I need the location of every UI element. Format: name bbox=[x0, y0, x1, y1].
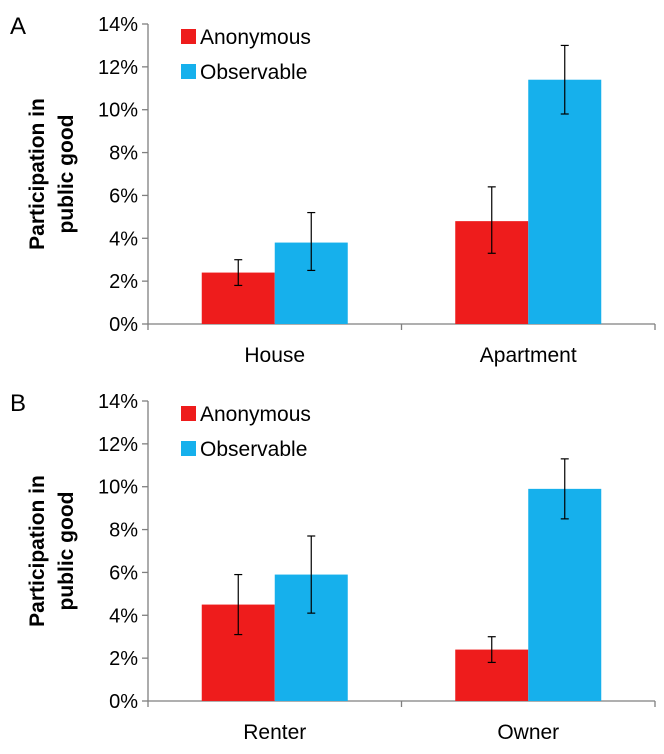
chart-panel-a: A 0% 2% 4% 6% 8% 10% 12% 14% House Apartment Partic… bbox=[10, 13, 656, 367]
chart-panel-b: B 0% 2% 4% 6% 8% 10% 12% 14% Renter Owner Participa… bbox=[0, 377, 664, 754]
chart-a-bar-observable-apartment bbox=[528, 79, 602, 324]
chart-a-panel-letter: A bbox=[10, 13, 26, 40]
chart-b-legend-label-anonymous: Anonymous bbox=[200, 403, 311, 426]
chart-a-y-tick-label: 0% bbox=[109, 314, 138, 336]
chart-b-y-tick-label: 6% bbox=[109, 562, 138, 584]
chart-a-y-axis-label-line: Participation in bbox=[26, 98, 49, 250]
chart-a-y-tick-label: 14% bbox=[98, 14, 138, 36]
chart-b-y-tick-label: 8% bbox=[109, 520, 138, 542]
chart-a-y-tick-label: 6% bbox=[109, 185, 138, 207]
chart-a-y-tick-label: 10% bbox=[98, 100, 138, 122]
chart-a-category-label: House bbox=[244, 344, 305, 367]
chart-b-legend-swatch-anonymous bbox=[181, 406, 196, 421]
chart-a-y-tick-label: 2% bbox=[109, 271, 138, 293]
bar-chart-a: A 0% 2% 4% 6% 8% 10% 12% 14% House Apartment Partic… bbox=[10, 13, 656, 367]
chart-b-legend-swatch-observable bbox=[181, 441, 196, 456]
chart-b-bar-observable-owner bbox=[528, 488, 602, 701]
chart-b-y-axis-label: Participation in public good bbox=[26, 475, 78, 627]
chart-b-category-label: Owner bbox=[497, 721, 559, 744]
chart-b-y-tick-label: 2% bbox=[109, 648, 138, 670]
chart-a-y-tick-label: 12% bbox=[98, 57, 138, 79]
chart-a-legend-swatch-observable bbox=[181, 64, 196, 79]
chart-b-panel-letter: B bbox=[10, 390, 26, 417]
chart-a-legend-label-anonymous: Anonymous bbox=[200, 26, 311, 49]
bar-chart-b: B 0% 2% 4% 6% 8% 10% 12% 14% Renter Owner Participa… bbox=[10, 390, 656, 744]
chart-b-y-tick-label: 0% bbox=[109, 691, 138, 713]
chart-a-y-tick-label: 8% bbox=[109, 143, 138, 165]
chart-b-y-axis-label-line: public good bbox=[55, 492, 78, 611]
chart-b-y-tick-label: 14% bbox=[98, 391, 138, 413]
chart-b-y-axis-label-line: Participation in bbox=[26, 475, 49, 627]
chart-b-legend-label-observable: Observable bbox=[200, 438, 307, 461]
chart-b-y-tick-label: 4% bbox=[109, 605, 138, 627]
chart-a-legend-swatch-anonymous bbox=[181, 29, 196, 44]
chart-a-category-label: Apartment bbox=[480, 344, 577, 367]
chart-b-y-tick-label: 12% bbox=[98, 434, 138, 456]
chart-b-category-label: Renter bbox=[243, 721, 306, 744]
chart-a-y-axis-label: Participation in public good bbox=[26, 98, 78, 250]
chart-a-legend-label-observable: Observable bbox=[200, 61, 307, 84]
chart-a-y-tick-label: 4% bbox=[109, 228, 138, 250]
chart-a-y-axis-label-line: public good bbox=[55, 115, 78, 234]
chart-b-y-tick-label: 10% bbox=[98, 477, 138, 499]
